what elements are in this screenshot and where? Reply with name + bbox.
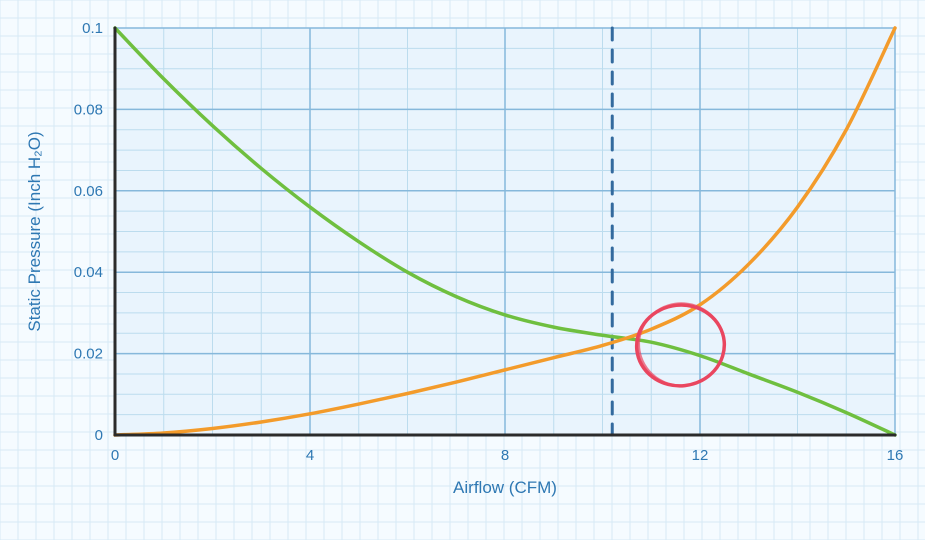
x-tick-label: 0 xyxy=(111,447,119,464)
x-tick-label: 16 xyxy=(887,447,904,464)
y-tick-label: 0 xyxy=(95,427,103,444)
y-tick-label: 0.04 xyxy=(74,264,103,281)
y-tick-label: 0.1 xyxy=(82,20,103,37)
x-tick-label: 12 xyxy=(692,447,709,464)
y-axis-label: Static Pressure (Inch H₂O) xyxy=(25,131,44,331)
x-tick-label: 4 xyxy=(306,447,314,464)
chart-svg: 0 4 8 12 16 0 0.02 0.04 0.06 0.08 0.1 Airflow (CFM)… xyxy=(0,0,925,540)
y-tick-label: 0.06 xyxy=(74,183,103,200)
x-tick-label: 8 xyxy=(501,447,509,464)
x-axis-label: Airflow (CFM) xyxy=(453,478,557,497)
y-tick-label: 0.02 xyxy=(74,346,103,363)
y-tick-label: 0.08 xyxy=(74,101,103,118)
fan-system-chart: 0 4 8 12 16 0 0.02 0.04 0.06 0.08 0.1 Airflow (CFM)… xyxy=(0,0,925,540)
